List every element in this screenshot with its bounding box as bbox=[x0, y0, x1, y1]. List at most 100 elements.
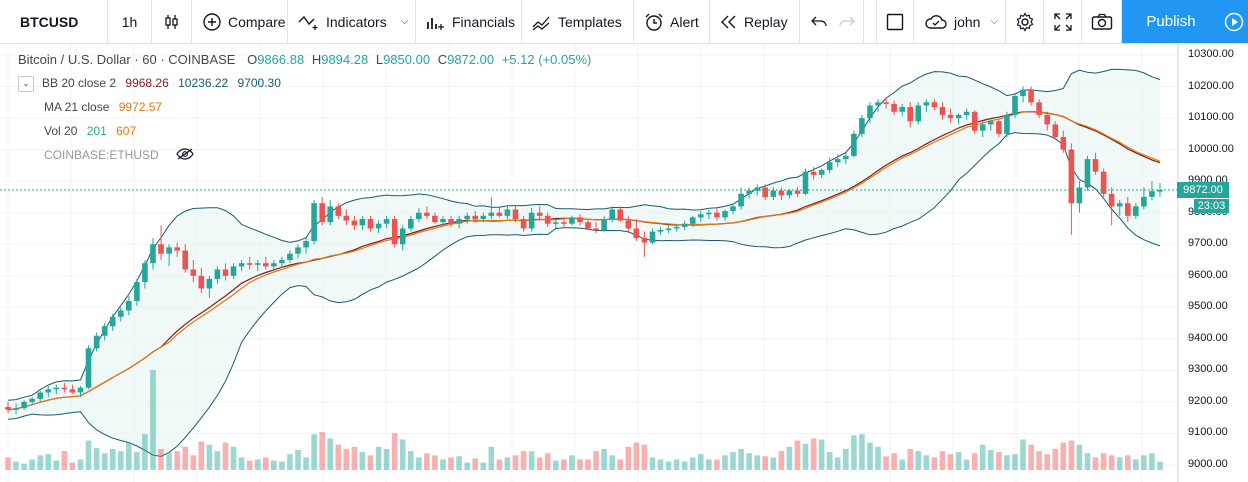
volume-bar bbox=[561, 459, 567, 470]
candle-body bbox=[311, 203, 317, 241]
legend-ma-row[interactable]: MA 21 close 9972.57 bbox=[44, 100, 162, 114]
candle-body bbox=[142, 263, 148, 283]
candle-body bbox=[794, 190, 801, 194]
alert-button[interactable]: Alert bbox=[634, 0, 710, 43]
replay-button[interactable]: Replay bbox=[710, 0, 800, 43]
candle-body bbox=[166, 247, 172, 254]
volume-bar bbox=[851, 435, 857, 470]
candle-body bbox=[230, 266, 237, 276]
volume-bar bbox=[214, 451, 221, 470]
candle-body bbox=[786, 190, 793, 196]
candle-body bbox=[69, 389, 76, 393]
eye-hidden-icon[interactable] bbox=[176, 148, 194, 163]
volume-bar bbox=[706, 459, 712, 470]
candle-body bbox=[657, 230, 664, 232]
volume-bar bbox=[907, 448, 913, 470]
publish-button[interactable]: Publish bbox=[1122, 0, 1220, 43]
candle-body bbox=[996, 121, 1002, 134]
play-button[interactable] bbox=[1220, 0, 1248, 43]
volume-bar bbox=[271, 460, 277, 470]
candle-body bbox=[263, 263, 269, 267]
volume-bar bbox=[754, 455, 760, 470]
volume-bar bbox=[174, 451, 180, 470]
financials-label: Financials bbox=[452, 13, 516, 30]
volume-bar bbox=[826, 452, 833, 470]
volume-bar bbox=[142, 434, 148, 470]
snapshot-button[interactable] bbox=[1082, 0, 1122, 43]
legend-close: C9872.00 bbox=[437, 52, 495, 67]
candle-body bbox=[504, 209, 511, 216]
volume-bar bbox=[399, 439, 406, 470]
legend-vol-row[interactable]: Vol 20 201 607 bbox=[44, 124, 136, 138]
volume-bar bbox=[134, 452, 140, 470]
candle-body bbox=[851, 133, 857, 156]
volume-bar bbox=[416, 457, 422, 470]
chart-canvas[interactable] bbox=[0, 44, 1248, 482]
candle-body bbox=[1028, 89, 1034, 103]
volume-bar bbox=[101, 453, 108, 470]
chart-pane[interactable] bbox=[0, 44, 1248, 482]
candle-body bbox=[947, 114, 954, 119]
candle-body bbox=[1157, 190, 1163, 192]
volume-bar bbox=[21, 463, 27, 470]
symbol-search-button[interactable]: BTCUSD bbox=[0, 0, 108, 43]
volume-bar bbox=[939, 451, 946, 470]
candle-body bbox=[810, 171, 817, 175]
candle-body bbox=[391, 219, 398, 245]
templates-button[interactable]: Templates bbox=[522, 0, 634, 43]
candle-body bbox=[673, 226, 680, 229]
candle-body bbox=[432, 215, 438, 223]
volume-bar bbox=[343, 448, 350, 470]
candle-body bbox=[93, 335, 100, 349]
volume-bar bbox=[665, 461, 672, 470]
compare-button[interactable]: Compare bbox=[192, 0, 288, 43]
volume-bar bbox=[1012, 454, 1018, 470]
candle-body bbox=[190, 269, 197, 276]
volume-bar bbox=[77, 459, 84, 470]
candle-body bbox=[488, 212, 495, 216]
legend-bb-row[interactable]: ⌄ BB 20 close 2 9968.26 10236.22 9700.30 bbox=[18, 76, 281, 92]
volume-bar bbox=[899, 459, 905, 470]
redo-icon[interactable] bbox=[838, 15, 856, 29]
settings-button[interactable] bbox=[1006, 0, 1044, 43]
indicators-button[interactable]: Indicators ⌵ bbox=[288, 0, 416, 43]
cloud-icon bbox=[924, 13, 948, 31]
volume-bar bbox=[391, 433, 398, 470]
volume-bar bbox=[85, 440, 92, 470]
publish-label: Publish bbox=[1146, 13, 1196, 30]
candle-body bbox=[1108, 193, 1115, 207]
volume-bar bbox=[1076, 444, 1083, 470]
chart-type-button[interactable] bbox=[152, 0, 192, 43]
volume-bar bbox=[367, 455, 374, 470]
legend-compare-row[interactable]: COINBASE:ETHUSD bbox=[44, 148, 194, 163]
volume-bar bbox=[689, 457, 696, 470]
volume-bar bbox=[625, 446, 632, 470]
layout-button[interactable] bbox=[876, 0, 914, 43]
candle-body bbox=[182, 250, 188, 270]
resolution-button[interactable]: 1h bbox=[108, 0, 152, 43]
candle-body bbox=[512, 209, 519, 219]
candle-body bbox=[222, 269, 229, 276]
current-price-tag: 9872.00 bbox=[1177, 181, 1229, 198]
candle-body bbox=[271, 263, 277, 267]
candle-body bbox=[859, 118, 865, 134]
financials-button[interactable]: Financials bbox=[416, 0, 522, 43]
undo-icon[interactable] bbox=[810, 15, 828, 29]
collapse-legend-button[interactable]: ⌄ bbox=[18, 76, 34, 92]
candle-body bbox=[939, 107, 946, 115]
volume-bar bbox=[440, 459, 446, 470]
toolbar-spacer bbox=[864, 0, 876, 43]
volume-bar bbox=[883, 456, 889, 470]
candle-body bbox=[5, 407, 11, 410]
candle-body bbox=[101, 326, 108, 336]
volume-bar bbox=[1157, 461, 1163, 470]
user-cloud-button[interactable]: john ⌵ bbox=[914, 0, 1006, 43]
vol-label: Vol 20 bbox=[44, 124, 78, 138]
volume-bar bbox=[29, 459, 35, 470]
candle-body bbox=[375, 223, 382, 229]
volume-bar bbox=[891, 453, 897, 470]
candle-body bbox=[37, 392, 43, 399]
fullscreen-button[interactable] bbox=[1044, 0, 1082, 43]
bb-upper-value: 10236.22 bbox=[178, 76, 229, 91]
candle-body bbox=[45, 389, 52, 393]
